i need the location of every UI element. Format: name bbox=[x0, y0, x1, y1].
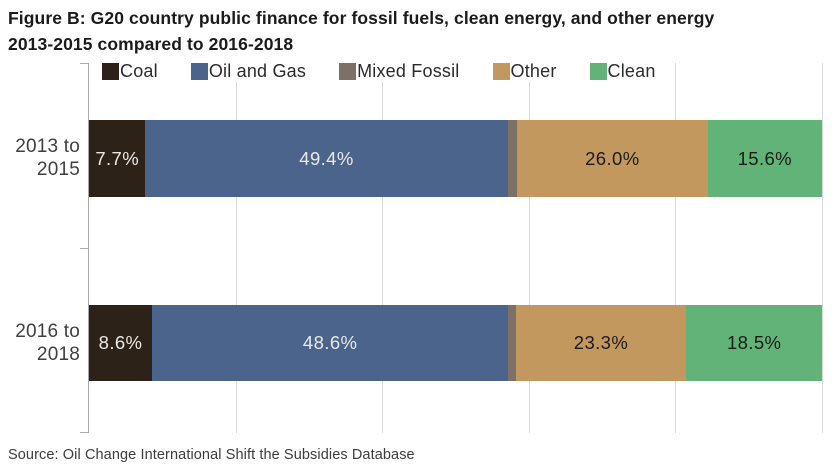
bar-row-2016-to-2018: 8.6% 48.6% 23.3% 18.5% bbox=[89, 305, 822, 381]
bar-segment-other: 23.3% bbox=[515, 305, 687, 381]
segment-value-label: 23.3% bbox=[573, 332, 629, 353]
bar-segment-clean: 15.6% bbox=[707, 120, 822, 197]
chart-legend: Coal Oil and Gas Mixed Fossil Other Clean bbox=[102, 61, 662, 82]
legend-swatch-icon bbox=[339, 63, 357, 80]
chart-plot-area: 7.7% 49.4% 26.0% 15.6% 8.6% 48.6% 23.3% 18.5% bbox=[80, 63, 823, 433]
figure-title-line2: 2013-2015 compared to 2016-2018 bbox=[8, 34, 294, 54]
legend-swatch-icon bbox=[589, 63, 607, 80]
y-axis-tick bbox=[80, 432, 89, 433]
category-label-line: 2018 bbox=[36, 344, 80, 365]
category-label-line: 2016 to bbox=[15, 321, 80, 342]
segment-value-label: 48.6% bbox=[302, 332, 358, 353]
bar-segment-mixed-fossil bbox=[507, 120, 518, 197]
y-axis-category-label: 2016 to 2018 bbox=[0, 320, 80, 366]
segment-value-label: 26.0% bbox=[585, 147, 640, 169]
segment-value-label: 8.6% bbox=[98, 332, 143, 353]
legend-label: Coal bbox=[120, 61, 158, 81]
segment-value-label: 7.7% bbox=[95, 147, 140, 169]
gridline-80pct bbox=[675, 63, 677, 433]
segment-value-label: 49.4% bbox=[299, 147, 354, 169]
legend-item-oil-and-gas: Oil and Gas bbox=[190, 61, 307, 82]
y-axis-tick bbox=[80, 248, 89, 249]
y-axis-category-label: 2013 to 2015 bbox=[0, 135, 80, 181]
legend-swatch-icon bbox=[102, 63, 119, 80]
bar-segment-oil-and-gas: 49.4% bbox=[145, 120, 508, 197]
legend-swatch-icon bbox=[492, 63, 510, 80]
figure-title-line1: Figure B: G20 country public finance for… bbox=[8, 8, 715, 28]
segment-value-label: 18.5% bbox=[726, 332, 782, 353]
bar-segment-mixed-fossil bbox=[508, 305, 516, 381]
legend-label: Mixed Fossil bbox=[357, 61, 460, 81]
legend-label: Oil and Gas bbox=[208, 61, 307, 81]
legend-item-mixed-fossil: Mixed Fossil bbox=[339, 61, 459, 82]
gridline-20pct bbox=[235, 63, 237, 433]
segment-value-label: 15.6% bbox=[737, 147, 793, 169]
bar-row-2013-to-2015: 7.7% 49.4% 26.0% 15.6% bbox=[89, 120, 822, 197]
bar-segment-other: 26.0% bbox=[517, 120, 708, 197]
legend-item-clean: Clean bbox=[589, 61, 656, 82]
bar-segment-coal: 7.7% bbox=[89, 120, 146, 197]
source-note: Source: Oil Change International Shift t… bbox=[8, 447, 415, 463]
legend-item-coal: Coal bbox=[102, 61, 158, 82]
gridline-40pct bbox=[382, 63, 384, 433]
category-label-line: 2015 bbox=[36, 159, 80, 180]
gridline-100pct bbox=[822, 63, 823, 433]
gridline-60pct bbox=[528, 63, 530, 433]
legend-swatch-icon bbox=[190, 63, 208, 80]
legend-label: Clean bbox=[607, 61, 656, 81]
y-axis-tick bbox=[80, 63, 89, 64]
legend-item-other: Other bbox=[492, 61, 557, 82]
bar-segment-oil-and-gas: 48.6% bbox=[152, 305, 509, 381]
bar-segment-coal: 8.6% bbox=[89, 305, 153, 381]
figure-title: Figure B: G20 country public finance for… bbox=[8, 5, 714, 57]
category-label-line: 2013 to bbox=[15, 136, 80, 157]
bar-segment-clean: 18.5% bbox=[686, 305, 822, 381]
legend-label: Other bbox=[510, 61, 557, 81]
